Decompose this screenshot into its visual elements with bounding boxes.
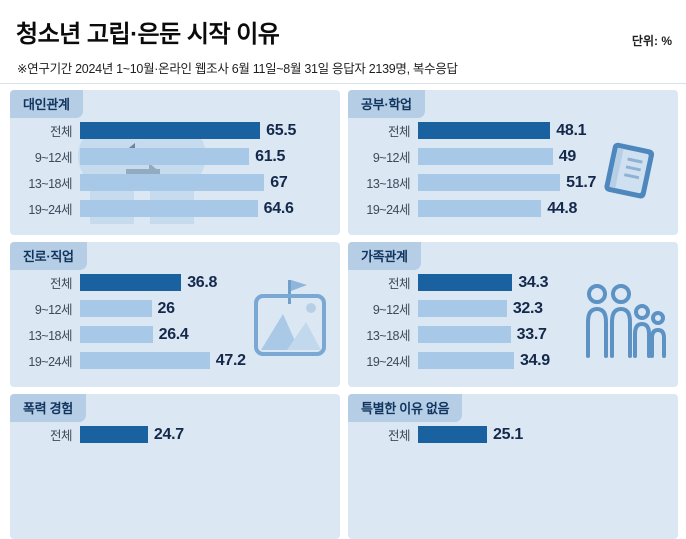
row-label: 9~12세 [372,303,411,317]
bar-value: 65.5 [266,121,297,139]
bar-row: 전체 24.7 [20,426,334,443]
page-title: 청소년 고립·은둔 시작 이유 [16,21,280,48]
bar-row: 전체 25.1 [358,426,672,443]
bar [418,352,514,369]
bar-value: 47.2 [215,351,246,369]
row-label: 전체 [387,277,411,291]
bar-value: 34.9 [519,351,550,369]
bar-value: 51.7 [566,173,597,191]
bar-value: 24.7 [153,425,184,443]
bar-row: 13~18세 51.7 [358,174,672,191]
bar [418,274,513,291]
row-label: 전체 [387,125,411,139]
bar [80,122,261,139]
bar-row: 13~18세 26.4 [20,326,334,343]
header-divider [0,83,686,84]
bar-value: 36.8 [187,273,218,291]
unit-label: 단위: % [631,34,672,48]
row-label: 19~24세 [28,203,72,217]
book-icon [600,140,662,204]
bar [80,174,265,191]
bar-row: 전체 34.3 [358,274,672,291]
bar-rows: 전체 25.1 [358,426,672,452]
bar-row: 13~18세 67 [20,174,334,191]
bar-row: 9~12세 49 [358,148,672,165]
panel-title: 특별한 이유 없음 [348,394,463,422]
row-label: 13~18세 [28,177,72,191]
bar [80,148,250,165]
bar-value: 49 [558,147,577,165]
row-label: 19~24세 [366,203,410,217]
survey-note: ※연구기간 2024년 1~10월·온라인 웹조사 6월 11일~8월 31일 … [17,62,458,76]
row-label: 전체 [49,125,73,139]
bar-rows: 전체 24.7 [20,426,334,452]
row-label: 전체 [387,429,411,443]
bar [80,200,258,217]
bar [418,326,511,343]
bar-rows: 전체 34.3 9~12세 32.3 13~18세 33.7 19~24세 34.9 [358,274,672,378]
bar [80,426,148,443]
row-label: 13~18세 [28,329,72,343]
bar-value: 34.3 [518,273,549,291]
row-label: 9~12세 [34,151,73,165]
bar [418,200,542,217]
panel-title: 공부·학업 [348,90,425,118]
bar [418,122,551,139]
bar-row: 13~18세 33.7 [358,326,672,343]
bar-rows: 전체 48.1 9~12세 49 13~18세 51.7 19~24세 44.8 [358,122,672,226]
bar-value: 61.5 [255,147,286,165]
bar-row: 전체 36.8 [20,274,334,291]
bar [418,148,553,165]
bar-rows: 전체 65.5 9~12세 61.5 13~18세 67 19~24세 64.6 [20,122,334,226]
row-label: 9~12세 [372,151,411,165]
bar [80,352,210,369]
bar-row: 19~24세 64.6 [20,200,334,217]
bar-row: 9~12세 26 [20,300,334,317]
panel-title: 가족관계 [348,242,421,270]
bar-value: 48.1 [556,121,587,139]
bar-row: 19~24세 34.9 [358,352,672,369]
panel-title: 대인관계 [10,90,83,118]
bar-value: 26 [157,299,176,317]
bar-value: 67 [270,173,288,191]
bar-rows: 전체 36.8 9~12세 26 13~18세 26.4 19~24세 47.2 [20,274,334,378]
bar-row: 19~24세 47.2 [20,352,334,369]
bar-value: 44.8 [547,199,578,217]
row-label: 전체 [49,429,73,443]
bar-row: 19~24세 44.8 [358,200,672,217]
row-label: 전체 [49,277,73,291]
bar [80,274,182,291]
bar-value: 26.4 [158,325,189,343]
mountain-flag-icon [253,278,327,358]
row-label: 9~12세 [34,303,73,317]
family-icon [584,282,666,360]
panel-title: 진로·직업 [10,242,87,270]
bar-row: 전체 48.1 [358,122,672,139]
bar [418,174,561,191]
bar [418,426,488,443]
bar-value: 64.6 [263,199,294,217]
bar-value: 32.3 [512,299,543,317]
row-label: 19~24세 [366,355,410,369]
bar-value: 25.1 [493,425,523,443]
row-label: 13~18세 [366,177,410,191]
panel-title: 폭력 경험 [10,394,86,422]
row-label: 19~24세 [28,355,72,369]
bar [418,300,507,317]
bar [80,300,152,317]
bar-row: 9~12세 61.5 [20,148,334,165]
bar-row: 전체 65.5 [20,122,334,139]
bar-row: 9~12세 32.3 [358,300,672,317]
bar [80,326,153,343]
bar-value: 33.7 [516,325,547,343]
row-label: 13~18세 [366,329,410,343]
